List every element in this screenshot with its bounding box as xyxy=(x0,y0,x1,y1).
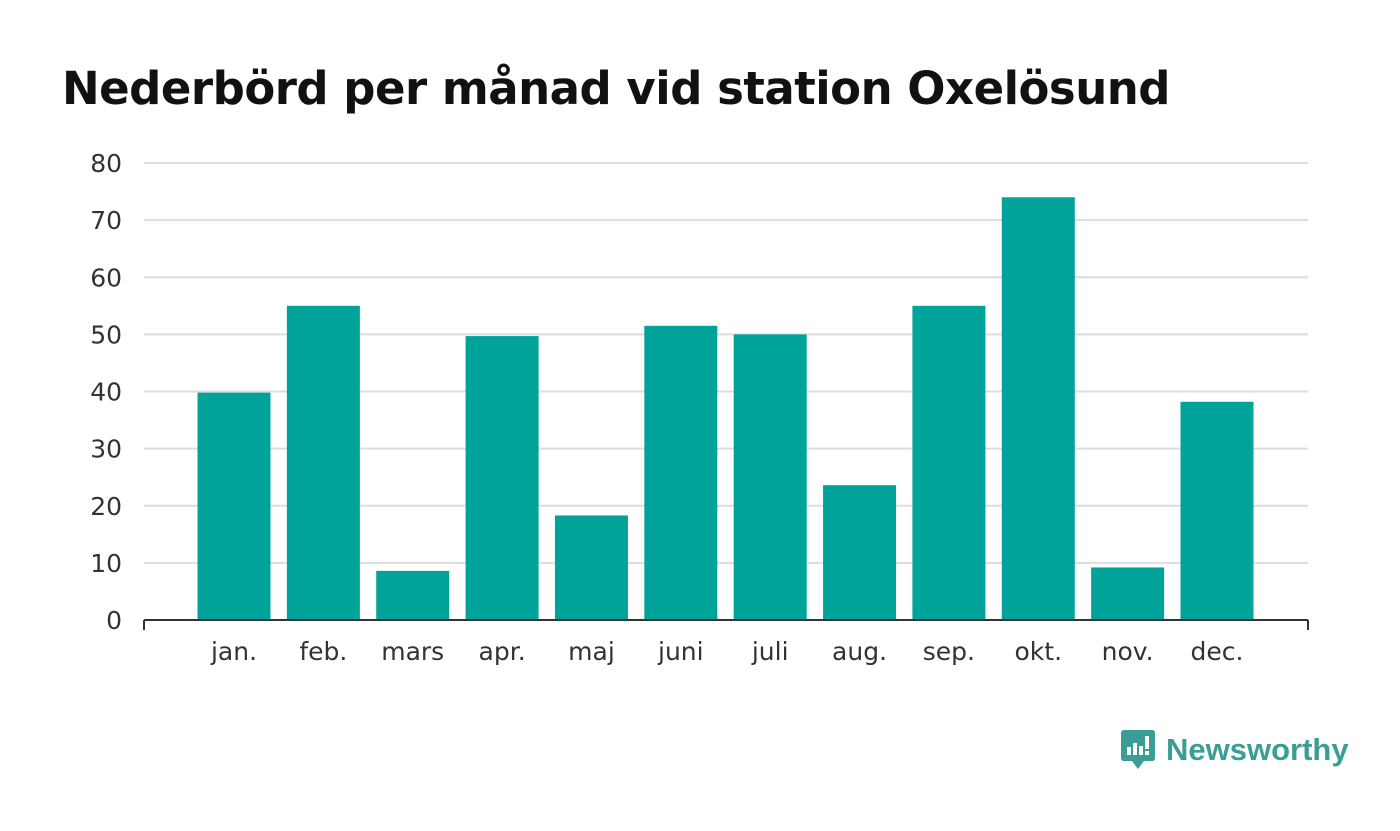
x-tick-label: mars xyxy=(381,637,444,666)
bar xyxy=(1091,567,1165,620)
x-axis xyxy=(143,619,1309,630)
x-tick-label: maj xyxy=(568,637,615,666)
bar xyxy=(823,485,897,620)
x-tick-label: dec. xyxy=(1191,637,1244,666)
bar xyxy=(465,336,539,620)
bar xyxy=(644,325,718,620)
bar xyxy=(197,392,271,620)
x-tick-label: apr. xyxy=(479,637,526,666)
brand-logo: Newsworthy xyxy=(1120,728,1349,772)
y-tick-label: 70 xyxy=(90,206,122,235)
brand-name: Newsworthy xyxy=(1166,732,1349,767)
y-tick-label: 0 xyxy=(106,606,122,635)
bar xyxy=(1001,197,1075,620)
y-axis-tick-labels: 0 10 20 30 40 50 60 70 80 xyxy=(90,149,122,635)
y-tick-label: 40 xyxy=(90,378,122,407)
bar xyxy=(554,515,628,620)
x-tick-label: nov. xyxy=(1102,637,1154,666)
y-tick-label: 50 xyxy=(90,320,122,349)
y-tick-label: 20 xyxy=(90,492,122,521)
y-tick-label: 80 xyxy=(90,149,122,178)
bar xyxy=(733,334,807,620)
x-axis-tick-labels: jan. feb. mars apr. maj juni juli aug. sep. okt. n… xyxy=(210,637,1244,666)
x-tick-label: aug. xyxy=(832,637,887,666)
newsworthy-logo-icon xyxy=(1121,730,1155,769)
bars xyxy=(197,197,1254,620)
x-tick-label: juli xyxy=(751,637,789,666)
bar xyxy=(1180,401,1254,620)
y-tick-label: 10 xyxy=(90,549,122,578)
x-tick-label: jan. xyxy=(210,637,257,666)
chart-title: Nederbörd per månad vid station Oxelösun… xyxy=(62,62,1171,115)
y-tick-label: 60 xyxy=(90,263,122,292)
y-tick-label: 30 xyxy=(90,435,122,464)
x-tick-label: juni xyxy=(657,637,704,666)
bar xyxy=(376,570,450,620)
x-tick-label: okt. xyxy=(1015,637,1063,666)
x-tick-label: sep. xyxy=(923,637,975,666)
bar xyxy=(912,305,986,620)
x-tick-label: feb. xyxy=(299,637,347,666)
bar xyxy=(286,305,360,620)
bar-chart: 0 10 20 30 40 50 60 70 80 jan. feb. mars apr. maj jun… xyxy=(90,149,1309,666)
